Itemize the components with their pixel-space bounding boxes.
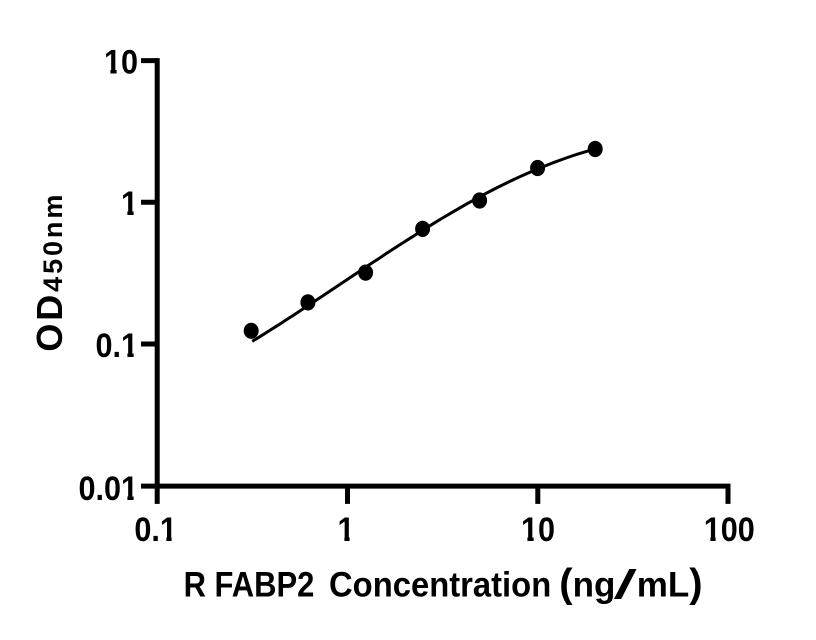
svg-text:0.1: 0.1 [134, 510, 177, 548]
svg-text:(ng: (ng [559, 561, 615, 605]
svg-text:10: 10 [104, 43, 138, 81]
svg-text:0.01: 0.01 [78, 469, 138, 507]
svg-text:mL): mL) [637, 561, 703, 605]
svg-text:Concentration: Concentration [329, 565, 551, 604]
svg-text:0.1: 0.1 [95, 327, 138, 365]
svg-text:1: 1 [121, 185, 138, 223]
svg-text:OD450nm: OD450nm [29, 192, 70, 352]
svg-text:1: 1 [337, 510, 354, 548]
svg-text:10: 10 [521, 510, 555, 548]
svg-text:R FABP2: R FABP2 [184, 566, 315, 605]
svg-text:100: 100 [704, 510, 755, 548]
